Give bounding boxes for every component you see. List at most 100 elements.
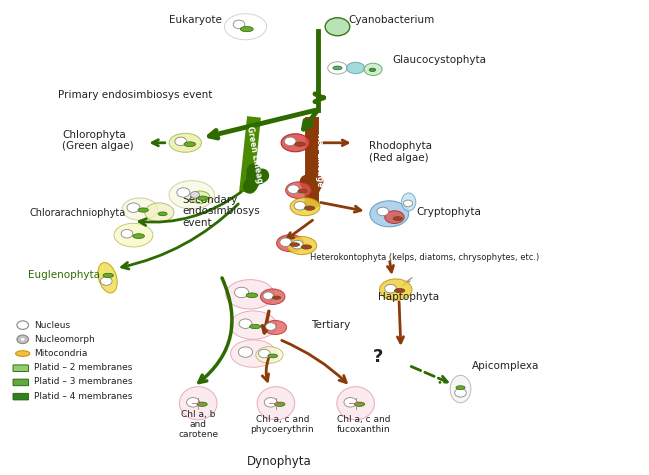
Text: Green Lineage: Green Lineage xyxy=(245,125,264,189)
Circle shape xyxy=(344,398,357,407)
Ellipse shape xyxy=(328,62,347,74)
Text: Nucleomorph: Nucleomorph xyxy=(34,335,95,344)
Circle shape xyxy=(101,277,112,285)
Text: Heterokontophyta (kelps, diatoms, chrysophytes, etc.): Heterokontophyta (kelps, diatoms, chryso… xyxy=(310,253,539,262)
Ellipse shape xyxy=(281,134,310,152)
Ellipse shape xyxy=(450,375,471,403)
Text: Platid – 2 membranes: Platid – 2 membranes xyxy=(34,363,133,372)
Text: Dynophyta: Dynophyta xyxy=(247,455,312,468)
FancyBboxPatch shape xyxy=(13,365,29,371)
Text: Rhodophyta
(Red algae): Rhodophyta (Red algae) xyxy=(369,142,432,163)
Text: Euglenophyta: Euglenophyta xyxy=(28,270,100,280)
Ellipse shape xyxy=(295,142,305,146)
Ellipse shape xyxy=(133,234,145,238)
Ellipse shape xyxy=(304,206,315,210)
Ellipse shape xyxy=(290,243,300,247)
Text: Red Lineage: Red Lineage xyxy=(315,133,324,186)
Circle shape xyxy=(21,338,25,341)
Circle shape xyxy=(175,137,186,146)
Text: Tertiary: Tertiary xyxy=(312,320,350,330)
Text: Chl a, c and
phycoerythrin: Chl a, c and phycoerythrin xyxy=(251,415,314,434)
Ellipse shape xyxy=(402,193,416,211)
Ellipse shape xyxy=(260,289,285,304)
Ellipse shape xyxy=(456,386,465,390)
Ellipse shape xyxy=(275,402,285,406)
Circle shape xyxy=(17,335,29,343)
Ellipse shape xyxy=(246,293,258,298)
Ellipse shape xyxy=(114,223,153,247)
Text: Chl a, b
and
carotene: Chl a, b and carotene xyxy=(178,409,218,439)
Circle shape xyxy=(234,287,249,298)
Ellipse shape xyxy=(268,354,278,358)
Circle shape xyxy=(190,191,199,198)
Circle shape xyxy=(291,240,303,249)
Ellipse shape xyxy=(380,279,412,300)
Ellipse shape xyxy=(145,203,174,222)
Circle shape xyxy=(239,319,252,328)
Circle shape xyxy=(404,200,413,207)
Circle shape xyxy=(186,398,199,407)
Ellipse shape xyxy=(385,211,404,224)
Text: Secondary
endosimbiosys
event: Secondary endosimbiosys event xyxy=(182,195,260,228)
Ellipse shape xyxy=(179,387,217,420)
Ellipse shape xyxy=(197,402,207,406)
Circle shape xyxy=(233,20,245,28)
Circle shape xyxy=(280,238,291,247)
Ellipse shape xyxy=(333,66,342,70)
Ellipse shape xyxy=(364,63,382,76)
Ellipse shape xyxy=(16,351,30,356)
Circle shape xyxy=(177,188,190,197)
Ellipse shape xyxy=(256,347,283,363)
Ellipse shape xyxy=(393,217,402,220)
Circle shape xyxy=(258,349,270,358)
Ellipse shape xyxy=(122,198,158,220)
Text: Haptophyta: Haptophyta xyxy=(378,292,439,302)
Text: Primary endosimbiosys event: Primary endosimbiosys event xyxy=(58,90,212,100)
Text: Chlorophyta
(Green algae): Chlorophyta (Green algae) xyxy=(62,130,134,151)
Ellipse shape xyxy=(240,27,253,32)
Circle shape xyxy=(127,203,140,212)
Circle shape xyxy=(17,321,29,329)
Text: ?: ? xyxy=(373,348,383,366)
Ellipse shape xyxy=(286,182,312,199)
Ellipse shape xyxy=(290,198,320,216)
Ellipse shape xyxy=(230,311,276,339)
Circle shape xyxy=(294,201,306,210)
Ellipse shape xyxy=(103,273,114,277)
Text: Apicomplexa: Apicomplexa xyxy=(472,361,539,371)
Ellipse shape xyxy=(287,237,317,255)
Ellipse shape xyxy=(225,14,267,40)
Text: Platid – 3 membranes: Platid – 3 membranes xyxy=(34,378,133,387)
Ellipse shape xyxy=(276,235,304,252)
Circle shape xyxy=(264,398,277,407)
Ellipse shape xyxy=(158,212,167,216)
Text: Eukaryote: Eukaryote xyxy=(169,15,221,25)
Text: Cyanobacterium: Cyanobacterium xyxy=(349,15,435,25)
Circle shape xyxy=(288,185,299,193)
Circle shape xyxy=(377,207,389,216)
Ellipse shape xyxy=(325,18,350,36)
Circle shape xyxy=(238,347,252,357)
Ellipse shape xyxy=(184,142,195,147)
Circle shape xyxy=(455,389,467,397)
Text: Chl a, c and
fucoxanthin: Chl a, c and fucoxanthin xyxy=(337,415,390,434)
Ellipse shape xyxy=(138,208,149,212)
Circle shape xyxy=(263,292,273,300)
Circle shape xyxy=(385,285,397,293)
Ellipse shape xyxy=(347,62,365,74)
Text: Platid – 4 membranes: Platid – 4 membranes xyxy=(34,392,133,400)
Ellipse shape xyxy=(169,133,201,152)
Ellipse shape xyxy=(226,280,275,309)
Ellipse shape xyxy=(190,191,210,203)
Text: Glaucocystophyta: Glaucocystophyta xyxy=(393,55,487,65)
Ellipse shape xyxy=(230,340,276,367)
Ellipse shape xyxy=(370,201,409,227)
Ellipse shape xyxy=(395,288,405,293)
Ellipse shape xyxy=(197,196,208,200)
Ellipse shape xyxy=(301,245,312,249)
Ellipse shape xyxy=(369,68,376,72)
Ellipse shape xyxy=(98,263,117,293)
FancyBboxPatch shape xyxy=(13,393,29,400)
Ellipse shape xyxy=(298,189,307,193)
Ellipse shape xyxy=(264,320,287,334)
